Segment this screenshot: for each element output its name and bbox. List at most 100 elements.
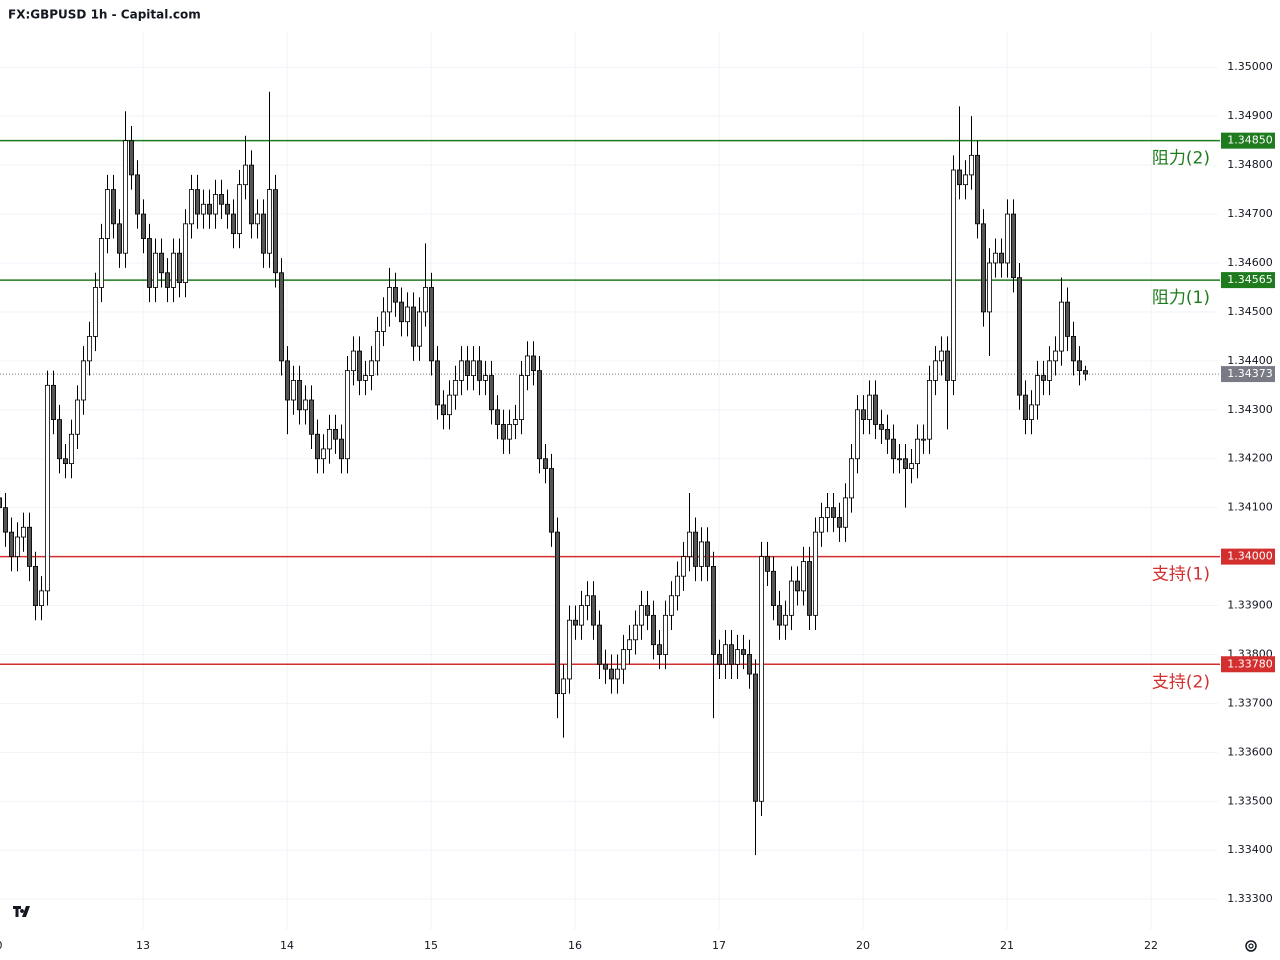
candle-body	[128, 140, 134, 176]
candle-body	[951, 169, 957, 381]
candle-body	[825, 507, 831, 518]
candle-body	[957, 169, 963, 186]
y-tick-label: 1.35000	[1227, 60, 1273, 73]
candle-body	[206, 203, 212, 215]
candle-body	[506, 424, 512, 440]
candle-body	[867, 394, 873, 420]
candle-body	[200, 203, 206, 215]
candle-body	[99, 238, 105, 288]
candle-body	[69, 433, 75, 465]
candle-body	[597, 624, 603, 665]
candle-body	[146, 238, 152, 288]
candle-body	[603, 663, 609, 670]
candle-body	[1029, 404, 1035, 420]
candle-body	[1065, 301, 1071, 337]
y-tick-label: 1.34100	[1227, 501, 1273, 514]
candle-body	[609, 668, 615, 680]
candle-body	[260, 213, 266, 254]
candle-body	[567, 619, 573, 680]
price-tag-label: 1.34373	[1227, 367, 1273, 380]
candle-body	[111, 189, 117, 225]
candle-body	[476, 360, 482, 381]
candle-body	[380, 311, 386, 332]
candle-body	[657, 644, 663, 655]
candle-body	[320, 448, 326, 460]
candle-body	[446, 394, 452, 416]
candle-body	[975, 154, 981, 225]
candle-body	[525, 355, 531, 376]
candle-body	[885, 428, 891, 440]
candle-body	[585, 595, 591, 606]
candle-body	[813, 531, 819, 616]
candle-body	[1047, 360, 1053, 381]
candle-body	[537, 370, 543, 460]
candle-body	[987, 262, 993, 313]
x-tick-label: 20	[856, 939, 870, 952]
candle-body	[807, 561, 813, 616]
candle-body	[224, 203, 230, 215]
candle-body	[855, 409, 861, 460]
candle-body	[1059, 301, 1065, 352]
candle-body	[416, 311, 422, 347]
settings-icon[interactable]	[1245, 940, 1257, 952]
candle-body	[266, 189, 272, 254]
candle-body	[783, 614, 789, 626]
candle-body	[350, 350, 356, 372]
candle-body	[663, 614, 669, 655]
level-label: 支持(2)	[1152, 672, 1210, 692]
candle-body	[627, 639, 633, 650]
candle-body	[1011, 213, 1017, 279]
candle-body	[134, 174, 140, 215]
candle-body	[993, 252, 999, 264]
candle-body	[999, 252, 1005, 264]
price-tag	[1221, 272, 1275, 289]
y-tick-label: 1.34600	[1227, 256, 1273, 269]
candle-body	[555, 531, 561, 695]
candle-body	[831, 507, 837, 518]
candle-body	[440, 404, 446, 416]
candle-body	[729, 644, 735, 665]
candle-body	[386, 287, 392, 313]
candle-body	[903, 458, 909, 469]
candle-body	[933, 360, 939, 381]
candle-body	[212, 194, 218, 215]
candle-body	[170, 252, 176, 288]
candle-body	[93, 287, 99, 337]
candle-body	[434, 360, 440, 406]
candle-body	[753, 673, 759, 802]
candle-body	[939, 350, 945, 362]
candle-body	[398, 301, 404, 323]
candle-body	[3, 507, 8, 533]
level-label: 支持(1)	[1152, 565, 1210, 585]
candle-body	[849, 458, 855, 499]
candle-body	[494, 409, 500, 425]
candle-body	[513, 419, 519, 425]
candle-body	[1077, 360, 1083, 372]
candle-body	[344, 370, 350, 460]
candle-body	[302, 399, 308, 411]
logo	[13, 906, 30, 917]
y-tick-label: 1.33900	[1227, 599, 1273, 612]
candle-body	[45, 384, 51, 592]
candle-body	[230, 213, 236, 235]
candle-body	[272, 189, 278, 274]
candle-body	[368, 360, 374, 376]
candle-body	[693, 531, 699, 567]
candle-body	[332, 428, 338, 440]
candle-body	[981, 223, 987, 313]
candle-body	[158, 252, 164, 274]
candle-body	[458, 360, 464, 381]
candle-body	[531, 355, 537, 372]
candle-body	[123, 140, 129, 254]
candle-body	[248, 164, 254, 225]
x-tick-label: 14	[280, 939, 294, 952]
candle-body	[915, 438, 921, 465]
candle-body	[428, 287, 434, 362]
candle-body	[969, 154, 975, 176]
candle-body	[819, 517, 825, 533]
candle-body	[422, 287, 428, 313]
candle-body	[39, 590, 45, 606]
candle-body	[519, 375, 525, 420]
candle-body	[254, 213, 260, 225]
candle-body	[795, 580, 801, 592]
